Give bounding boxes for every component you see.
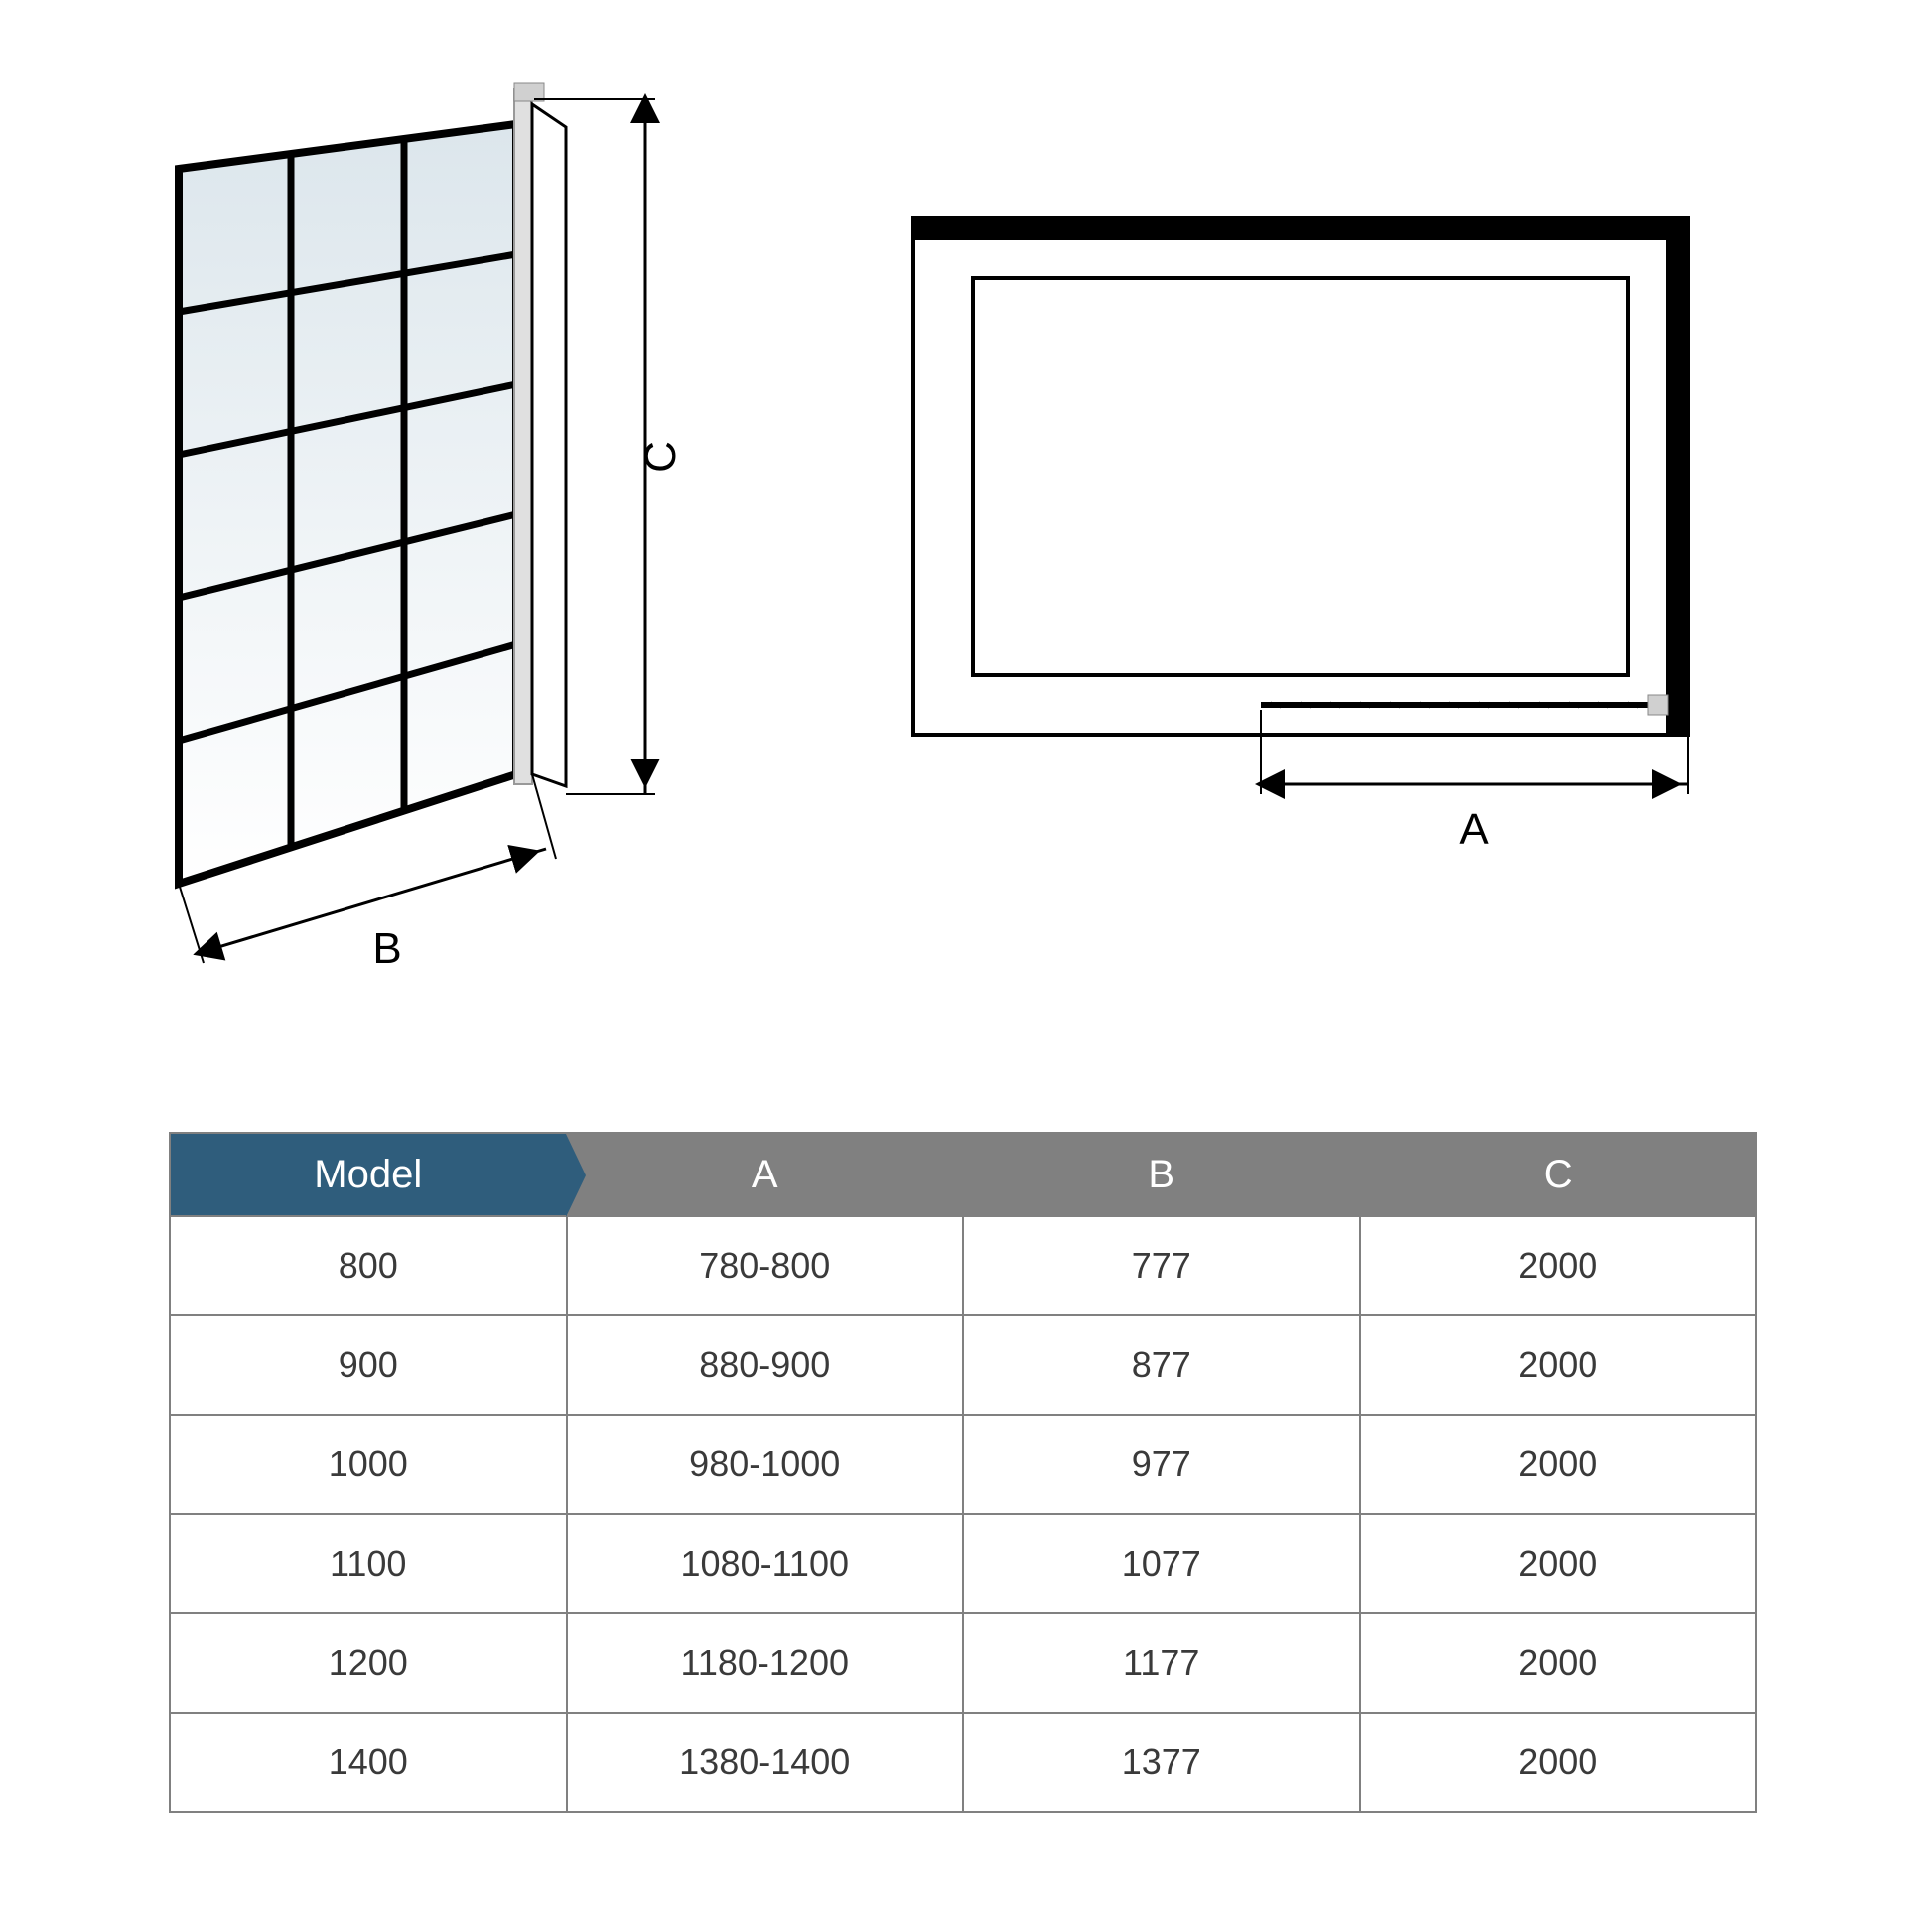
table-cell: 777 — [963, 1216, 1360, 1315]
col-model: Model — [170, 1133, 567, 1216]
table-cell: 1200 — [170, 1613, 567, 1713]
table-cell: 800 — [170, 1216, 567, 1315]
table-cell: 1000 — [170, 1415, 567, 1514]
table-cell: 1080-1100 — [567, 1514, 964, 1613]
table-cell: 2000 — [1360, 1514, 1757, 1613]
table-cell: 1377 — [963, 1713, 1360, 1812]
panel-diagram: C B — [179, 83, 685, 973]
spec-table-wrap: Model A B C 800780-8007772000900880-9008… — [169, 1132, 1757, 1813]
table-cell: 1380-1400 — [567, 1713, 964, 1812]
spec-table: Model A B C 800780-8007772000900880-9008… — [169, 1132, 1757, 1813]
table-cell: 900 — [170, 1315, 567, 1415]
dim-label-a: A — [1459, 805, 1489, 854]
diagram-area: C B — [119, 79, 1807, 1033]
table-row: 900880-9008772000 — [170, 1315, 1756, 1415]
table-cell: 2000 — [1360, 1315, 1757, 1415]
table-cell: 1177 — [963, 1613, 1360, 1713]
plan-diagram: A — [913, 218, 1688, 854]
table-cell: 2000 — [1360, 1216, 1757, 1315]
table-cell: 977 — [963, 1415, 1360, 1514]
table-body: 800780-8007772000900880-9008772000100098… — [170, 1216, 1756, 1812]
table-row: 12001180-120011772000 — [170, 1613, 1756, 1713]
table-cell: 1077 — [963, 1514, 1360, 1613]
table-row: 800780-8007772000 — [170, 1216, 1756, 1315]
col-a: A — [567, 1133, 964, 1216]
table-row: 1000980-10009772000 — [170, 1415, 1756, 1514]
table-header-row: Model A B C — [170, 1133, 1756, 1216]
table-cell: 2000 — [1360, 1415, 1757, 1514]
col-c: C — [1360, 1133, 1757, 1216]
table-cell: 1180-1200 — [567, 1613, 964, 1713]
table-cell: 1100 — [170, 1514, 567, 1613]
table-cell: 2000 — [1360, 1713, 1757, 1812]
dim-label-b: B — [372, 924, 401, 973]
table-cell: 2000 — [1360, 1613, 1757, 1713]
table-row: 14001380-140013772000 — [170, 1713, 1756, 1812]
table-cell: 1400 — [170, 1713, 567, 1812]
dim-label-c: C — [636, 441, 685, 473]
table-row: 11001080-110010772000 — [170, 1514, 1756, 1613]
table-cell: 880-900 — [567, 1315, 964, 1415]
table-cell: 877 — [963, 1315, 1360, 1415]
col-b: B — [963, 1133, 1360, 1216]
table-cell: 980-1000 — [567, 1415, 964, 1514]
table-cell: 780-800 — [567, 1216, 964, 1315]
